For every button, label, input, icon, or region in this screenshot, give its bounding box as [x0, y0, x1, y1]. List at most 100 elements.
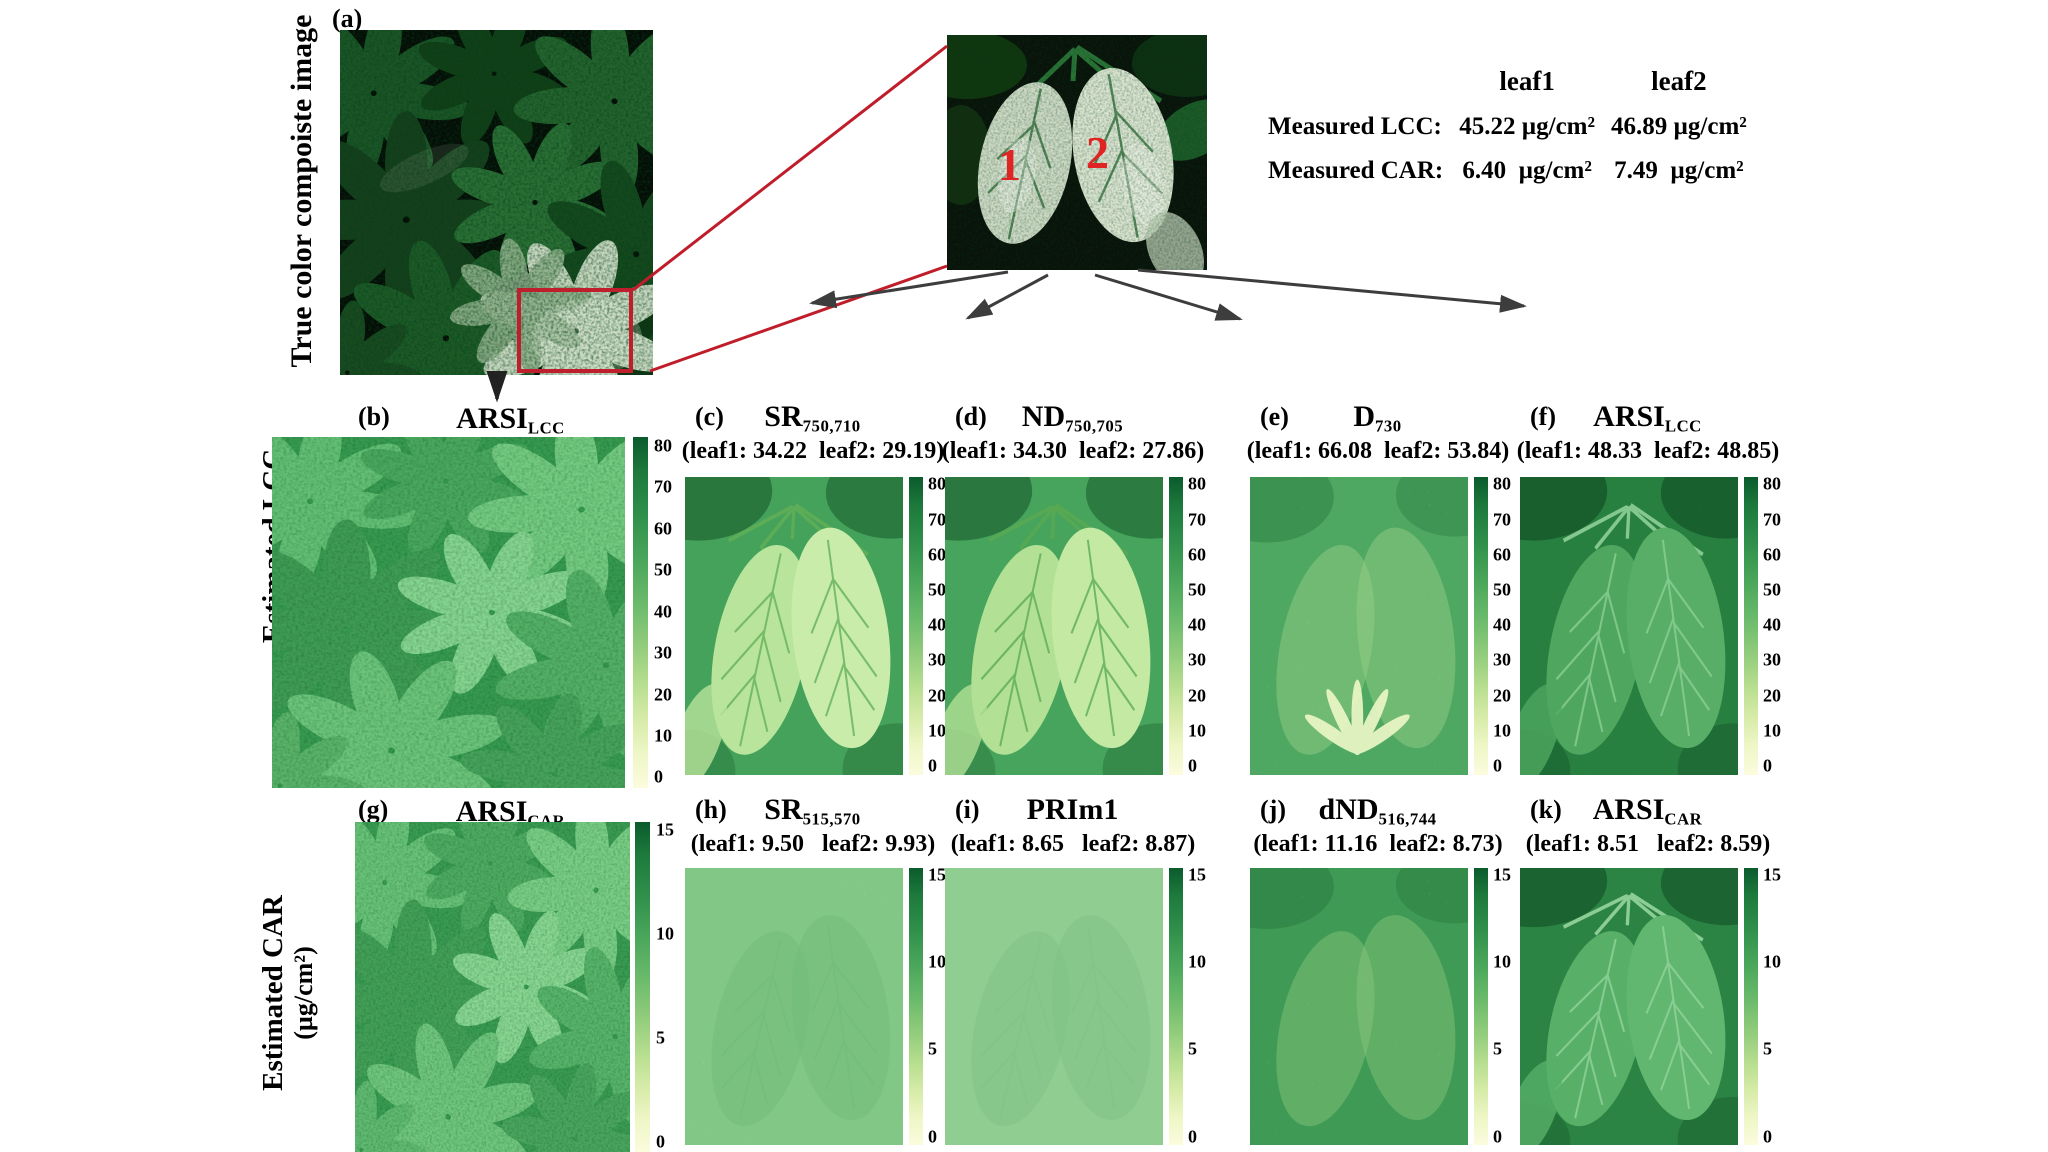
panel-g-image: [355, 822, 630, 1152]
panel-d-colorbar-tick: 50: [1188, 579, 1206, 600]
panel-k-image: [1520, 868, 1738, 1145]
panel-k-colorbar-tick: 10: [1763, 951, 1781, 972]
panel-c-colorbar-tick: 10: [928, 720, 946, 741]
panel-d-colorbar-tick: 30: [1188, 649, 1206, 670]
panel-i-tag: (i): [955, 795, 980, 824]
panel-a-tag: (a): [332, 4, 363, 33]
panel-e-subscript: 730: [1375, 416, 1402, 436]
panel-h-colorbar: [909, 868, 923, 1145]
panel-b-colorbar-tick: 70: [654, 476, 672, 497]
panel-h-title: (h) SR515,570: [685, 793, 940, 829]
panel-b-colorbar-tick: 20: [654, 684, 672, 705]
measured-lcc-label: Measured LCC:: [1268, 113, 1442, 140]
panel-e-colorbar-tick: 70: [1493, 509, 1511, 530]
panel-h-colorbar-tick: 15: [928, 864, 946, 885]
panel-f-colorbar-tick: 50: [1763, 579, 1781, 600]
panel-h-colorbar-tick: 5: [928, 1038, 937, 1059]
panel-h-subscript: 515,570: [802, 809, 861, 829]
panel-i-colorbar-tick: 5: [1188, 1038, 1197, 1059]
panel-j-name: dND516,744: [1318, 793, 1437, 829]
panel-g-colorbar-tick: 10: [656, 923, 674, 944]
panel-i-colorbar: [1169, 868, 1183, 1145]
panel-e-colorbar-tick: 30: [1493, 649, 1511, 670]
panel-c-colorbar-tick: 30: [928, 649, 946, 670]
panel-d-colorbar-tick: 70: [1188, 509, 1206, 530]
panel-g-colorbar-tick: 15: [656, 819, 674, 840]
panel-j-subscript: 516,744: [1378, 809, 1437, 829]
panel-j-colorbar-tick: 15: [1493, 864, 1511, 885]
panel-g-colorbar: [635, 822, 650, 1152]
panel-c-colorbar-tick: 70: [928, 509, 946, 530]
panel-b-subscript: LCC: [527, 418, 565, 438]
panel-b-colorbar-tick: 80: [654, 435, 672, 456]
panel-j-colorbar-tick: 5: [1493, 1038, 1502, 1059]
panel-b-colorbar-tick: 60: [654, 518, 672, 539]
panel-b-tag: (b): [358, 402, 390, 431]
panel-h-colorbar-tick: 0: [928, 1126, 937, 1147]
panel-d-colorbar: [1169, 477, 1183, 775]
row-1-axis-label: Estimated CAR (µg/cm²): [250, 838, 326, 1148]
panel-c-colorbar-tick: 40: [928, 614, 946, 635]
measured-lcc-leaf1: 45.22 µg/cm²: [1459, 113, 1595, 140]
panel-j-title: (j) dND516,744: [1250, 793, 1505, 829]
panel-j-colorbar: [1474, 868, 1488, 1145]
panel-f-colorbar-tick: 0: [1763, 755, 1772, 776]
panel-d-subscript: 750,705: [1065, 416, 1124, 436]
measured-lcc-leaf2: 46.89 µg/cm²: [1611, 113, 1747, 140]
panel-c-name: SR750,710: [764, 400, 861, 436]
inset-zoom-image: [947, 35, 1207, 270]
panel-c-colorbar: [909, 477, 923, 775]
panel-e-colorbar-tick: 10: [1493, 720, 1511, 741]
panel-d-title: (d) ND750,705: [945, 400, 1200, 436]
panel-f-title: (f) ARSILCC: [1520, 400, 1775, 436]
panel-d-colorbar-tick: 10: [1188, 720, 1206, 741]
panel-b-colorbar-tick: 50: [654, 559, 672, 580]
panel-f-leaf-values: (leaf1: 48.33 leaf2: 48.85): [1516, 438, 1780, 464]
panel-h-tag: (h): [695, 795, 727, 824]
panel-j-image: [1250, 868, 1468, 1145]
panel-j-colorbar-tick: 10: [1493, 951, 1511, 972]
zoom-rectangle: [517, 288, 633, 373]
panel-b-colorbar-tick: 30: [654, 642, 672, 663]
panel-c-tag: (c): [695, 402, 724, 431]
inset-leaf1-marker: 1: [998, 139, 1021, 190]
panel-f-image: [1520, 477, 1738, 775]
panel-k-colorbar-tick: 0: [1763, 1126, 1772, 1147]
panel-c-colorbar-tick: 20: [928, 685, 946, 706]
panel-b-image: [272, 437, 625, 788]
arrow-to-panel-d: [965, 273, 1049, 320]
panel-c-colorbar-tick: 50: [928, 579, 946, 600]
panel-k-subscript: CAR: [1664, 809, 1703, 829]
panel-i-leaf-values: (leaf1: 8.65 leaf2: 8.87): [950, 831, 1196, 857]
panel-i-colorbar-tick: 0: [1188, 1126, 1197, 1147]
measured-header-spacer: [1268, 66, 1443, 97]
panel-d-name: ND750,705: [1021, 400, 1124, 436]
panel-d-colorbar-tick: 40: [1188, 614, 1206, 635]
panel-g-tag: (g): [358, 795, 389, 824]
panel-e-colorbar-tick: 20: [1493, 685, 1511, 706]
panel-i-image: [945, 868, 1163, 1145]
panel-i-name: PRIm1: [1026, 793, 1119, 826]
panel-k-colorbar: [1744, 868, 1758, 1145]
panel-b-colorbar: [633, 437, 648, 788]
panel-e-name: D730: [1353, 400, 1402, 436]
panel-d-tag: (d): [955, 402, 987, 431]
panel-a-image: [340, 30, 653, 375]
panel-h-colorbar-tick: 10: [928, 951, 946, 972]
panel-g-colorbar-tick: 5: [656, 1027, 665, 1048]
measured-car-leaf1: 6.40 µg/cm²: [1462, 157, 1592, 184]
panel-e-colorbar-tick: 40: [1493, 614, 1511, 635]
panel-d-colorbar-tick: 80: [1188, 473, 1206, 494]
panel-f-colorbar-tick: 20: [1763, 685, 1781, 706]
panel-j-tag: (j): [1260, 795, 1286, 824]
panel-k-leaf-values: (leaf1: 8.51 leaf2: 8.59): [1525, 831, 1771, 857]
panel-g-colorbar-tick: 0: [656, 1131, 665, 1152]
panel-e-colorbar: [1474, 477, 1488, 775]
panel-e-tag: (e): [1260, 402, 1289, 431]
panel-c-leaf-values: (leaf1: 34.22 leaf2: 29.19): [681, 438, 945, 464]
panel-c-colorbar-tick: 0: [928, 755, 937, 776]
panel-j-leaf-values: (leaf1: 11.16 leaf2: 8.73): [1253, 831, 1503, 857]
measured-header-leaf2: leaf2: [1651, 66, 1707, 96]
red-callout-line-top: [632, 44, 948, 292]
panel-b-name: ARSILCC: [456, 402, 565, 438]
